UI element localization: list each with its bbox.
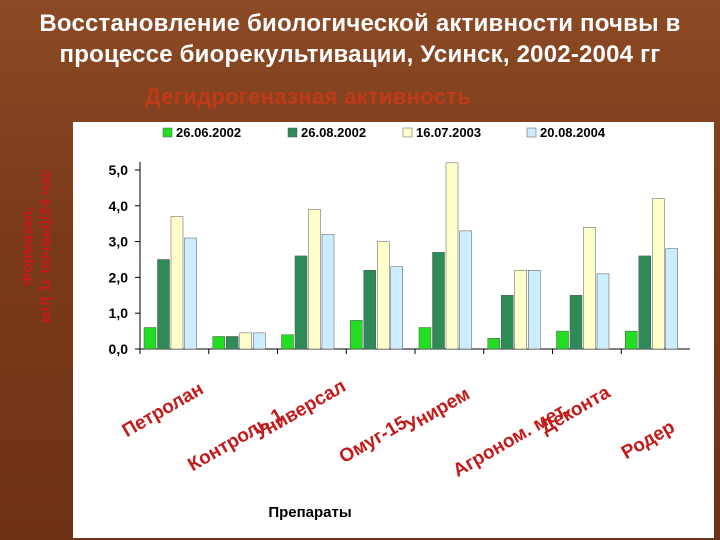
bar xyxy=(281,334,294,350)
y-tick-label: 2,0 xyxy=(109,269,129,285)
y-tick-label: 4,0 xyxy=(109,198,129,214)
bar xyxy=(157,259,170,350)
legend-label: 26.06.2002 xyxy=(176,125,241,140)
bar xyxy=(170,216,184,350)
bar xyxy=(239,332,252,350)
bar xyxy=(184,237,197,350)
bar xyxy=(432,252,445,350)
bar xyxy=(556,330,569,350)
bar xyxy=(459,230,472,350)
bar xyxy=(350,320,363,350)
legend-swatch xyxy=(402,127,413,138)
y-tick-label: 0,0 xyxy=(109,341,129,357)
legend: 26.06.2002 26.08.2002 16.07.2003 20.08.2004 xyxy=(162,125,606,140)
bar xyxy=(226,336,239,350)
bar xyxy=(625,330,638,350)
legend-label: 26.08.2002 xyxy=(301,125,366,140)
bar xyxy=(143,327,157,350)
y-tick-label: 3,0 xyxy=(109,234,129,250)
legend-label: 20.08.2004 xyxy=(540,125,606,140)
bar xyxy=(321,234,335,350)
x-axis-title: Препараты xyxy=(268,504,351,521)
bar xyxy=(212,336,225,350)
bar xyxy=(583,227,596,350)
bar xyxy=(514,269,527,350)
bar xyxy=(665,248,678,350)
bar xyxy=(652,198,665,350)
bar xyxy=(377,241,390,350)
bar xyxy=(569,295,583,350)
legend-swatch xyxy=(287,127,298,138)
x-tick-label: Родер xyxy=(618,417,679,464)
x-tick-label: Петролан xyxy=(119,379,208,442)
bar xyxy=(253,332,266,350)
bar xyxy=(596,273,610,350)
legend-label: 16.07.2003 xyxy=(416,125,481,140)
bar xyxy=(294,255,308,350)
slide-title: Восстановление биологической активности … xyxy=(39,10,681,68)
bar xyxy=(487,338,500,350)
bar xyxy=(445,162,459,350)
bar xyxy=(418,327,432,350)
bar xyxy=(638,255,651,350)
bar xyxy=(308,209,321,350)
y-tick-label: 1,0 xyxy=(109,305,129,321)
legend-swatch xyxy=(526,127,537,138)
bar xyxy=(501,295,514,350)
bars xyxy=(139,162,678,354)
x-tick-label: Омуг-15 xyxy=(336,412,411,468)
y-tick-label: 5,0 xyxy=(109,162,129,178)
x-tick-label: Унирем xyxy=(402,384,473,437)
legend-swatch xyxy=(162,127,173,138)
bar xyxy=(363,269,376,350)
bar xyxy=(528,269,541,350)
bar xyxy=(390,266,403,350)
slide-subtitle: Дегидрогеназная активность xyxy=(145,84,472,109)
